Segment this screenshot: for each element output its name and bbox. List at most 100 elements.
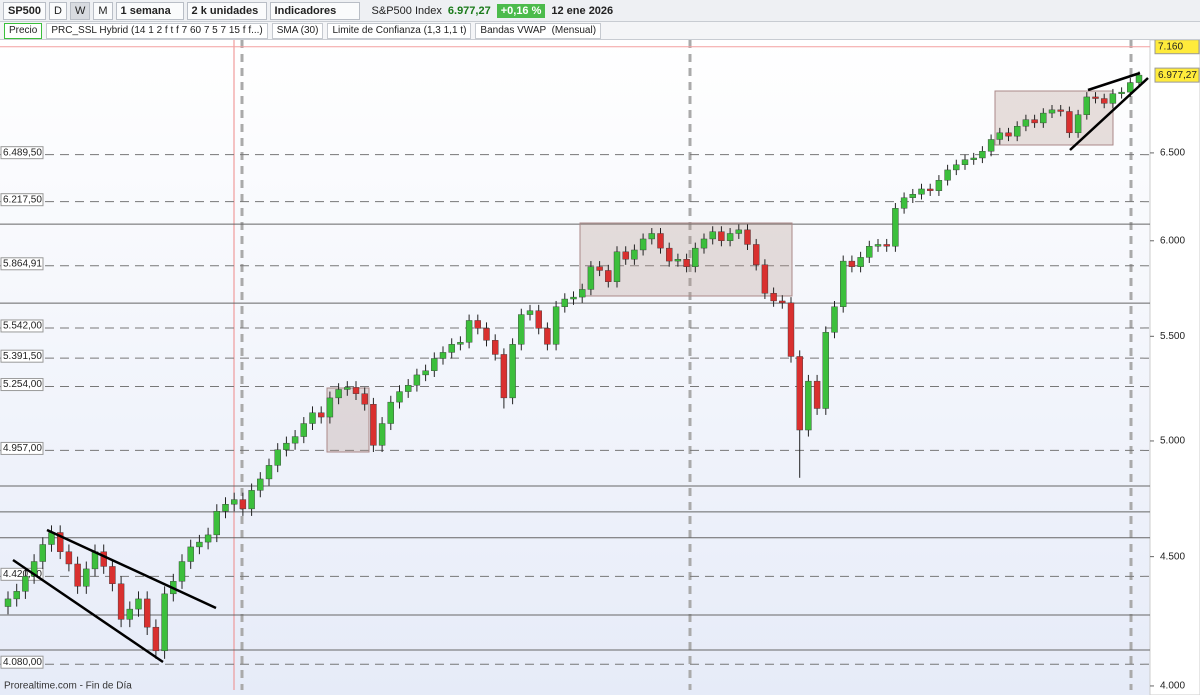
candle-body (65, 551, 73, 565)
alert-label-box (1154, 40, 1200, 55)
candle-body (1135, 74, 1143, 83)
candle-body (57, 532, 64, 552)
candle-body (648, 233, 655, 240)
indicator-chip[interactable]: Precio (4, 22, 43, 39)
candle-body (996, 132, 1003, 140)
level-label: 5.542,00 (3, 321, 42, 332)
y-tick-label: 4.500 (1160, 551, 1185, 562)
level-label: 5.254,00 (3, 379, 42, 390)
candle-body (135, 598, 142, 610)
plot-background (0, 40, 1150, 695)
candle-body (109, 566, 116, 585)
candle-body (265, 465, 273, 480)
trendline (1069, 77, 1149, 151)
candle-body (848, 260, 856, 267)
candle-body (405, 385, 412, 392)
candle-body (230, 499, 238, 505)
candle-body (631, 249, 638, 260)
candle-body (500, 354, 508, 399)
candle-body (1014, 126, 1021, 137)
candle-body (1109, 93, 1117, 104)
candle-body (22, 576, 29, 592)
candle-body (1031, 119, 1038, 124)
candle-body (318, 412, 325, 418)
symbol-button[interactable]: SP500 (3, 1, 47, 20)
candle-body (892, 208, 899, 247)
candle-body (83, 568, 90, 587)
candle-body (204, 534, 212, 543)
candle-body (483, 328, 490, 341)
candle-body (596, 266, 603, 271)
candle-body (439, 352, 447, 359)
candle-body (753, 244, 760, 266)
indicator-chip[interactable]: Limite de Confianza (1,3 1,1 t) (327, 22, 472, 39)
candle-body (1040, 112, 1047, 124)
candle-body (561, 298, 568, 307)
candle-body (918, 188, 925, 195)
candle-body (883, 244, 890, 247)
timeframe-dropdown[interactable]: 1 semana (115, 1, 184, 20)
candle-body (274, 449, 281, 466)
candle-body (874, 244, 882, 247)
level-label: 4.420,00 (3, 569, 42, 580)
candle-body (222, 504, 229, 512)
level-label: 4.080,00 (3, 657, 42, 668)
candle-body (178, 561, 186, 582)
level-label: 4.957,00 (3, 443, 42, 454)
indicator-chip[interactable]: SMA (30) (271, 22, 324, 39)
period-button[interactable]: W (69, 1, 91, 20)
indicator-chip[interactable]: PRC_SSL Hybrid (14 1 2 f t f 7 60 7 5 7 … (46, 22, 268, 39)
y-tick-label: 6.500 (1160, 148, 1185, 159)
candle-body (239, 499, 247, 510)
units-dropdown[interactable]: 2 k unidades (186, 1, 267, 20)
toolbar: SP500 D W M 1 semana 2 k unidades Indica… (0, 0, 1200, 22)
candle-body (126, 608, 134, 620)
candle-body (1057, 109, 1064, 112)
candle-body (639, 238, 647, 251)
candle-body (300, 423, 307, 437)
candle-body (605, 270, 612, 282)
candle-body (840, 260, 847, 307)
level-label-box (0, 349, 44, 363)
candle-body (813, 380, 821, 409)
candle-body (726, 233, 734, 241)
candle-body (987, 139, 995, 152)
candle-body (248, 490, 255, 510)
candle-body (770, 293, 777, 302)
candle-body (74, 563, 81, 587)
candle-body (674, 259, 682, 262)
candle-body (787, 302, 795, 357)
candle-body (1066, 111, 1073, 134)
vertical-markers (233, 40, 1133, 690)
candle-body (283, 442, 290, 450)
y-tick-label: 5.500 (1160, 331, 1185, 342)
candle-body (30, 561, 38, 577)
y-tick-label: 5.000 (1160, 436, 1185, 447)
indicators-button[interactable]: Indicadores (269, 1, 360, 20)
indicator-chip[interactable]: Bandas VWAP (Mensual) (475, 22, 602, 39)
candle-body (1005, 132, 1012, 137)
level-label-box (0, 441, 44, 455)
level-label: 5.391,50 (3, 351, 42, 362)
level-label-box (0, 655, 44, 669)
candle-body (378, 423, 386, 446)
candle-body (187, 546, 194, 562)
candle-body (944, 169, 951, 181)
candle-body (831, 306, 838, 333)
period-button[interactable]: M (93, 1, 113, 20)
last-price: 6.977,27 (447, 4, 491, 17)
candle-body (857, 257, 864, 267)
candle-body (761, 264, 769, 294)
candle-body (518, 314, 525, 345)
indicator-bar: Precio PRC_SSL Hybrid (14 1 2 f t f 7 60… (0, 22, 1200, 40)
candle-body (935, 180, 943, 191)
period-button[interactable]: D (49, 1, 67, 20)
candle-body (779, 300, 786, 304)
candle-body (822, 332, 829, 409)
candle-body (961, 159, 969, 165)
candle-body (744, 229, 751, 245)
candle-body (544, 328, 551, 345)
candle-body (1127, 82, 1134, 93)
candle-body (1092, 96, 1099, 99)
